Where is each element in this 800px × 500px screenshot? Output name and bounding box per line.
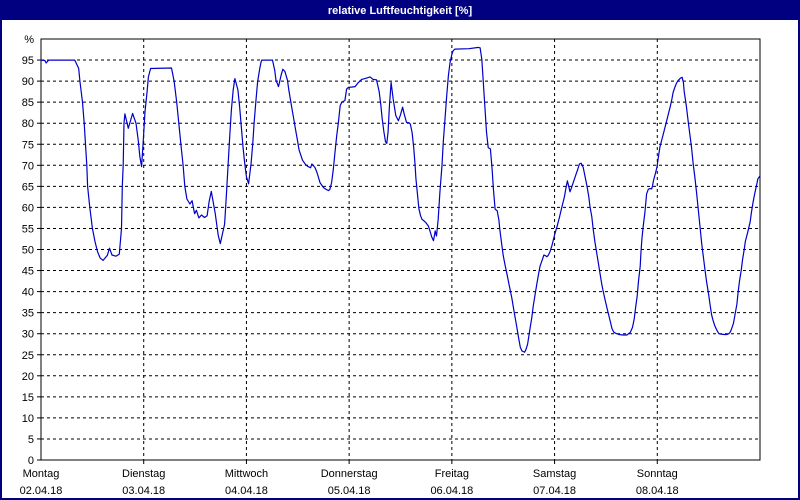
day-name-label: Freitag [435,468,469,480]
y-tick-label: 40 [22,287,34,299]
y-tick-label: 45 [22,266,34,278]
day-date-label: 08.04.18 [636,485,679,497]
day-name-label: Mittwoch [225,468,268,480]
y-tick-label: 5 [28,434,34,446]
y-tick-label: 0 [28,455,34,467]
y-axis-unit-label: % [24,34,34,46]
y-tick-label: 30 [22,329,34,341]
day-date-label: 02.04.18 [20,485,63,497]
day-date-label: 06.04.18 [430,485,473,497]
y-tick-label: 65 [22,181,34,193]
humidity-chart-svg: 95908580757065605550454035302520151050%M… [20,34,761,497]
window-title: relative Luftfeuchtigkeit [%] [327,5,473,17]
y-tick-label: 55 [22,223,34,235]
y-tick-label: 35 [22,308,34,320]
y-tick-label: 95 [22,55,34,67]
y-tick-label: 20 [22,371,34,383]
y-tick-label: 25 [22,350,34,362]
y-tick-label: 85 [22,97,34,109]
y-tick-label: 90 [22,76,34,88]
chart-area: 95 90 85 80 75 70 65 60 55 50 45 40 35 30 25 20 15 10 5 0% M… [2,20,798,498]
y-tick-label: 80 [22,118,34,130]
y-tick-label: 15 [22,392,34,404]
y-tick-label: 60 [22,202,34,214]
day-date-label: 05.04.18 [328,485,371,497]
day-name-label: Donnerstag [321,468,378,480]
day-date-label: 07.04.18 [533,485,576,497]
y-tick-label: 70 [22,160,34,172]
y-tick-label: 10 [22,413,34,425]
y-tick-label: 50 [22,245,34,257]
day-name-label: Dienstag [122,468,165,480]
day-name-label: Samstag [533,468,576,480]
humidity-line [40,46,761,353]
day-date-label: 03.04.18 [122,485,165,497]
title-bar: relative Luftfeuchtigkeit [%] [2,2,798,20]
day-name-label: Montag [23,468,60,480]
day-name-label: Sonntag [637,468,678,480]
y-tick-label: 75 [22,139,34,151]
plot-border [40,38,761,461]
day-date-label: 04.04.18 [225,485,268,497]
